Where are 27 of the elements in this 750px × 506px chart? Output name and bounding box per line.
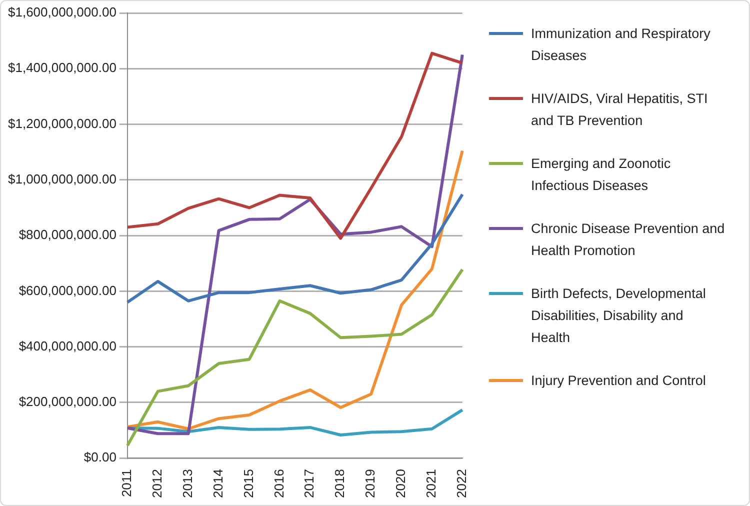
y-tick-label: $1,200,000,000.00 (8, 116, 116, 131)
y-tick-label: $800,000,000.00 (18, 227, 116, 242)
x-tick-label: 2017 (302, 469, 317, 498)
legend-label: HIV/AIDS, Viral Hepatitis, STI and TB Prevention (531, 90, 709, 130)
legend-label: Birth Defects, Developmental Disabilities, Disability and Health (531, 285, 707, 347)
x-tick-label: 2016 (271, 469, 286, 498)
legend-label: Immunization and Respiratory Diseases (531, 25, 712, 65)
legend-label: Injury Prevention and Control (531, 372, 706, 390)
y-tick-label: $1,000,000,000.00 (8, 171, 116, 186)
y-tick-label: $400,000,000.00 (18, 338, 116, 354)
legend-label: Chronic Disease Prevention and Health Promotion (531, 220, 725, 260)
y-tick-label: $1,600,000,000.00 (8, 4, 116, 20)
x-tick-label: 2018 (332, 469, 348, 498)
x-tick-label: 2012 (149, 469, 164, 498)
y-tick-label: $1,400,000,000.00 (8, 60, 116, 76)
x-tick-label: 2022 (454, 469, 469, 498)
legend-label: Emerging and Zoonotic Infectious Diseases (531, 155, 672, 195)
y-tick-label: $200,000,000.00 (18, 394, 116, 410)
x-tick-label: 2015 (240, 469, 256, 498)
x-tick-label: 2021 (424, 469, 439, 498)
x-tick-label: 2019 (362, 469, 378, 498)
x-tick-label: 2020 (393, 469, 408, 498)
x-tick-label: 2011 (119, 469, 134, 498)
y-tick-label: $0.00 (84, 450, 116, 465)
x-tick-label: 2013 (180, 469, 195, 498)
y-tick-label: $600,000,000.00 (18, 282, 116, 298)
x-tick-label: 2014 (210, 469, 226, 498)
